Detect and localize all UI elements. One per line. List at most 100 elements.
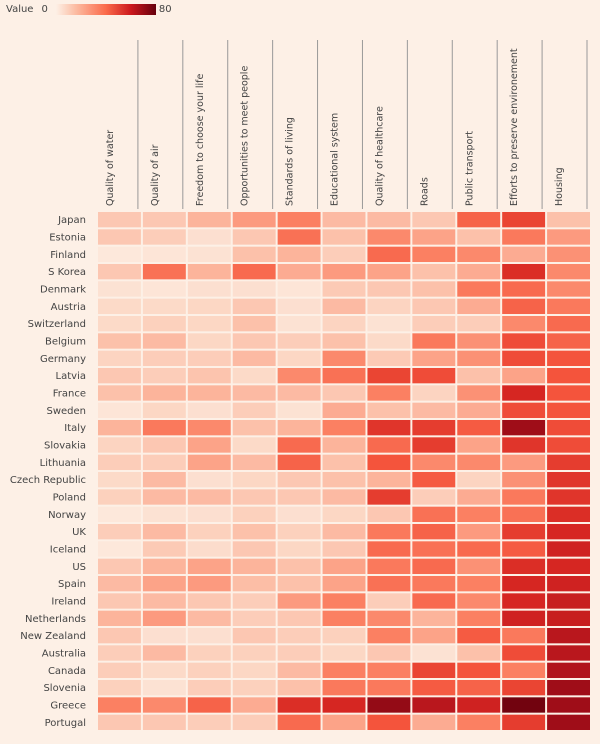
heatmap-cell xyxy=(232,246,276,262)
heatmap-cell xyxy=(457,420,501,436)
heatmap-cell xyxy=(277,610,321,626)
heatmap-cell xyxy=(187,229,231,245)
row-label: Estonia xyxy=(49,233,86,244)
heatmap-cell xyxy=(142,212,186,228)
heatmap-cell xyxy=(142,368,186,384)
heatmap-cell xyxy=(547,246,590,262)
heatmap-cell xyxy=(322,298,366,314)
heatmap-cell xyxy=(412,645,456,661)
heatmap-cell xyxy=(367,264,411,280)
heatmap-cell xyxy=(142,298,186,314)
heatmap-cell xyxy=(412,333,456,349)
row-label: Poland xyxy=(53,493,86,504)
heatmap-cell xyxy=(142,593,186,609)
row-label: US xyxy=(72,562,86,573)
heatmap-cell xyxy=(457,593,501,609)
heatmap-cell xyxy=(502,662,546,678)
heatmap-cell xyxy=(547,385,590,401)
row-label: Spain xyxy=(58,579,86,590)
heatmap-cell xyxy=(502,680,546,696)
heatmap-cell xyxy=(547,697,590,713)
heatmap-cell xyxy=(367,541,411,557)
heatmap-cell xyxy=(547,420,590,436)
heatmap-cell xyxy=(322,645,366,661)
row-label: Australia xyxy=(42,649,86,660)
heatmap-cell xyxy=(98,454,141,470)
row-label: S Korea xyxy=(48,267,86,278)
heatmap-cell xyxy=(232,680,276,696)
heatmap-cell xyxy=(142,454,186,470)
heatmap-cell xyxy=(232,645,276,661)
heatmap-cell xyxy=(412,298,456,314)
heatmap-cell xyxy=(142,489,186,505)
heatmap-cell xyxy=(142,524,186,540)
heatmap-cell xyxy=(142,576,186,592)
heatmap-cell xyxy=(98,281,141,297)
row-label: Greece xyxy=(50,701,86,712)
heatmap-cell xyxy=(277,264,321,280)
heatmap-cell xyxy=(277,229,321,245)
heatmap-cell xyxy=(142,541,186,557)
heatmap-cell xyxy=(322,333,366,349)
heatmap-cell xyxy=(322,454,366,470)
heatmap-cell xyxy=(277,246,321,262)
heatmap-cell xyxy=(277,662,321,678)
heatmap-cell xyxy=(502,368,546,384)
heatmap-cell xyxy=(142,350,186,366)
heatmap-cell xyxy=(322,628,366,644)
row-label: Lithuania xyxy=(40,458,86,469)
heatmap-cell xyxy=(502,420,546,436)
heatmap-cell xyxy=(547,610,590,626)
heatmap-cell xyxy=(547,714,590,730)
heatmap-cell xyxy=(187,212,231,228)
heatmap-cell xyxy=(98,524,141,540)
heatmap-cell xyxy=(367,662,411,678)
heatmap-cell xyxy=(367,212,411,228)
heatmap-cell xyxy=(457,541,501,557)
heatmap-cell xyxy=(457,472,501,488)
heatmap-cell xyxy=(98,680,141,696)
heatmap-cell xyxy=(502,298,546,314)
heatmap-cell xyxy=(277,628,321,644)
heatmap-cell xyxy=(547,541,590,557)
heatmap-cell xyxy=(98,645,141,661)
heatmap-cell xyxy=(142,506,186,522)
heatmap-cell xyxy=(547,576,590,592)
heatmap-cell xyxy=(142,662,186,678)
row-label: Austria xyxy=(51,302,86,313)
heatmap-cell xyxy=(457,350,501,366)
heatmap-cell xyxy=(457,662,501,678)
heatmap-cell xyxy=(322,524,366,540)
column-label: Quality of water xyxy=(105,130,116,206)
heatmap-cell xyxy=(142,558,186,574)
heatmap-cell xyxy=(277,212,321,228)
heatmap-cell xyxy=(547,316,590,332)
heatmap-cell xyxy=(457,680,501,696)
heatmap-cell xyxy=(457,558,501,574)
heatmap-cell xyxy=(502,402,546,418)
heatmap-cell xyxy=(457,576,501,592)
heatmap-cell xyxy=(232,662,276,678)
heatmap-cell xyxy=(98,246,141,262)
heatmap-cell xyxy=(187,714,231,730)
heatmap-cell xyxy=(457,489,501,505)
legend-color-bar xyxy=(55,3,156,15)
heatmap-cell xyxy=(547,212,590,228)
heatmap-cell xyxy=(457,628,501,644)
heatmap-cell xyxy=(322,385,366,401)
heatmap-cell xyxy=(457,437,501,453)
heatmap-cell xyxy=(232,229,276,245)
heatmap-cell xyxy=(367,333,411,349)
row-label: Switzerland xyxy=(28,319,86,330)
heatmap-cell xyxy=(502,454,546,470)
heatmap-cell xyxy=(98,662,141,678)
heatmap-cell xyxy=(412,524,456,540)
heatmap-cell xyxy=(232,610,276,626)
heatmap-cell xyxy=(547,662,590,678)
heatmap-cell xyxy=(367,385,411,401)
heatmap-cell xyxy=(547,402,590,418)
heatmap-cell xyxy=(142,610,186,626)
heatmap-cell xyxy=(457,454,501,470)
heatmap-cell xyxy=(232,368,276,384)
heatmap-cell xyxy=(457,645,501,661)
